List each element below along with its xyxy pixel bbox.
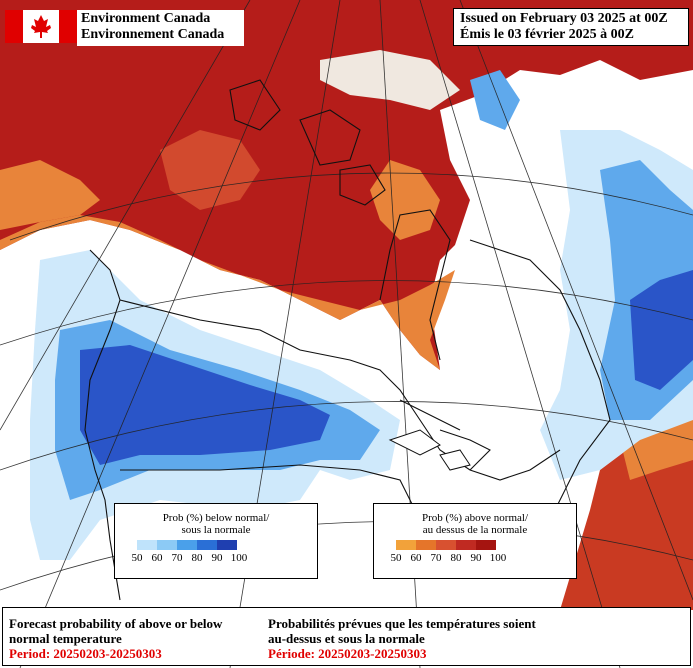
legend-below-swatch: [197, 540, 217, 550]
legend-above-swatch: [456, 540, 476, 550]
canada-flag-icon: [5, 10, 77, 43]
footer-right: Probabilités prévues que les température…: [268, 616, 688, 661]
above-normal-west-orange: [0, 160, 100, 230]
legend-below-swatch: [157, 540, 177, 550]
great-lakes: [388, 429, 471, 471]
footer-right-line1: Probabilités prévues que les température…: [268, 616, 536, 631]
footer-left-line1: Forecast probability of above or below: [9, 616, 223, 631]
legend-below-normal: Prob (%) below normal/ sous la normale 5…: [114, 503, 318, 579]
legend-below-swatch: [177, 540, 197, 550]
footer-caption: Forecast probability of above or below n…: [2, 607, 691, 666]
legend-above-tick: 60: [410, 552, 422, 564]
legend-above-tick: 100: [489, 552, 507, 564]
legend-below-title-en: Prob (%) below normal/: [162, 512, 270, 524]
legend-below-tick: 80: [191, 552, 203, 564]
legend-below-title-fr: sous la normale: [181, 524, 251, 536]
legend-below-tick: 70: [171, 552, 183, 564]
agency-label: Environment Canada Environnement Canada: [77, 10, 244, 46]
footer-left-period: Period: 20250203-20250303: [9, 646, 162, 661]
above-normal-mid-patch: [160, 130, 260, 210]
legend-above-title-fr: au dessus de la normale: [422, 524, 528, 536]
footer-left-line2: normal temperature: [9, 631, 122, 646]
legend-above-swatch: [476, 540, 496, 550]
footer-left: Forecast probability of above or below n…: [9, 616, 264, 661]
legend-below-tick: 60: [151, 552, 163, 564]
issued-box: Issued on February 03 2025 at 00Z Émis l…: [453, 8, 689, 46]
legend-above-swatch: [436, 540, 456, 550]
issued-en: Issued on February 03 2025 at 00Z: [460, 11, 668, 26]
legend-above-tick: 90: [470, 552, 482, 564]
legend-above-swatch: [416, 540, 436, 550]
legend-below-swatch: [217, 540, 237, 550]
above-normal-baffin-light: [320, 50, 460, 110]
issued-fr: Émis le 03 février 2025 à 00Z: [460, 27, 634, 42]
agency-name-en: Environment Canada: [81, 11, 211, 26]
legend-above-tick: 70: [430, 552, 442, 564]
agency-name-fr: Environnement Canada: [81, 27, 225, 42]
above-normal-hudson-orange: [370, 160, 440, 240]
below-normal-baffin-patch: [470, 70, 520, 130]
legend-below-tick: 100: [230, 552, 248, 564]
above-normal-region-arctic: [0, 0, 693, 370]
legend-above-title-en: Prob (%) above normal/: [422, 512, 528, 524]
legend-below-tick: 50: [131, 552, 143, 564]
legend-above-tick: 50: [390, 552, 402, 564]
footer-right-line2: au-dessus et sous la normale: [268, 631, 425, 646]
legend-above-normal: Prob (%) above normal/ au dessus de la n…: [373, 503, 577, 579]
legend-above-swatch: [396, 540, 416, 550]
legend-below-tick: 90: [211, 552, 223, 564]
footer-right-period: Période: 20250203-20250303: [268, 646, 427, 661]
below-normal-east-strong: [630, 270, 693, 390]
legend-below-swatch: [137, 540, 157, 550]
legend-above-tick: 80: [450, 552, 462, 564]
